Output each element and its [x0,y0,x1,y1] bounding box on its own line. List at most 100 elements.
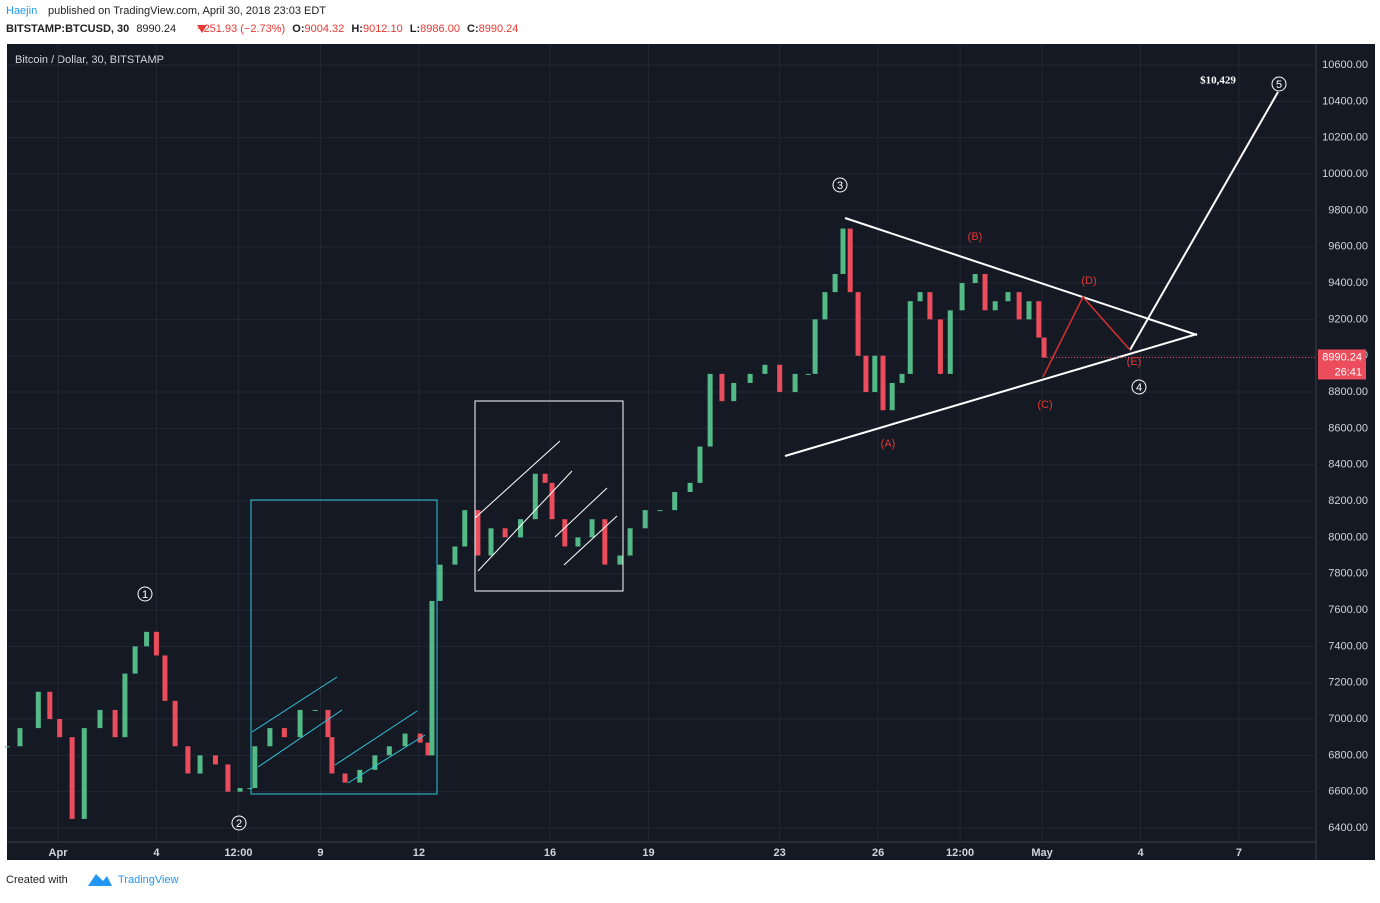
y-tick-label: 10200.00 [1322,132,1368,144]
y-tick-label: 8200.00 [1328,495,1368,507]
candle [342,773,348,783]
candle [386,746,392,756]
l-label: L: [410,23,420,35]
candle [81,728,87,819]
wave-circle [137,586,153,602]
candle [297,709,303,738]
candle [357,769,363,783]
y-tick-label: 7400.00 [1328,640,1368,652]
candle [972,273,978,284]
published: published on TradingView.com, April 30, … [48,5,326,17]
price-tag [1318,349,1366,380]
box [250,499,438,795]
candle [281,728,287,738]
candle [325,709,331,738]
candle [805,373,811,375]
candle [575,537,581,547]
candle [452,546,458,565]
footer-brand[interactable]: TradingView [118,874,179,886]
candle [602,519,608,565]
y-tick-label: 10600.00 [1322,59,1368,71]
candle [518,519,524,538]
trendline [784,91,1279,457]
wave-label: 4 [1136,382,1142,394]
candle [172,700,178,747]
candle [880,355,886,411]
y-tick-label: 6800.00 [1328,749,1368,761]
candle [889,382,895,411]
candle [372,755,378,770]
candle [982,273,988,311]
candle [1005,292,1011,302]
candle [812,319,818,374]
author[interactable]: Haejin [6,5,37,17]
candle [437,564,443,601]
low: 8986.00 [420,23,460,35]
y-tick-label: 7600.00 [1328,604,1368,616]
drawings [250,91,1279,795]
wave-label: (D) [1081,275,1096,287]
y-tick-label: 9200.00 [1328,313,1368,325]
x-tick-label: 7 [1236,847,1242,859]
candle [840,228,846,274]
candle [247,788,253,790]
c-label: C: [467,23,479,35]
candle [1041,337,1047,358]
price: 8990.24 [136,23,176,35]
countdown: 26:41 [1334,366,1362,378]
wave-label: (A) [881,438,896,450]
x-tick-label: 4 [153,847,160,859]
candle [832,273,838,293]
candle [475,510,481,556]
x-tick-label: 12:00 [224,847,252,859]
symbol-line: BITSTAMP:BTCUSD, 30 8990.24 −251.93 (−2.… [6,23,518,35]
x-tick-label: 16 [544,847,556,859]
symbol: BITSTAMP:BTCUSD, 30 [6,23,129,35]
x-tick-label: 9 [317,847,323,859]
candle [719,373,725,402]
channel [474,440,618,572]
candles [4,228,1047,819]
candle [937,319,943,374]
candle [69,737,75,819]
candle [657,510,663,512]
candle [642,510,648,529]
wave-circle [1271,76,1287,92]
y-tick-label: 10000.00 [1322,168,1368,180]
candle [863,355,869,393]
wave-circle [832,177,848,193]
candle [617,555,623,565]
candle [562,519,568,547]
y-tick-label: 10400.00 [1322,95,1368,107]
wave-label: (E) [1127,356,1142,368]
candle [329,737,335,774]
grid [7,44,1316,842]
candle [899,373,905,383]
candle [542,473,548,483]
footer-text: Created with [6,874,68,886]
candle [1026,301,1032,320]
candle [687,482,693,492]
wave-label: 1 [142,589,148,601]
candle [822,292,828,320]
candle [132,646,138,674]
candle [927,292,933,320]
candle [792,373,798,393]
logo[interactable] [88,874,112,886]
y-tick-label: 9400.00 [1328,277,1368,289]
candle [502,528,508,538]
candle [237,788,243,792]
x-tick-label: 23 [774,847,786,859]
wave-label: (B) [968,231,983,243]
candle [917,292,923,302]
x-tick-label: Apr [49,847,69,859]
candle [731,382,737,402]
wave-circle [231,815,247,831]
candle [47,691,53,720]
candle [112,709,118,738]
candle [185,746,191,774]
y-tick-label: 9600.00 [1328,241,1368,253]
candle [153,631,159,656]
candle [267,728,273,747]
